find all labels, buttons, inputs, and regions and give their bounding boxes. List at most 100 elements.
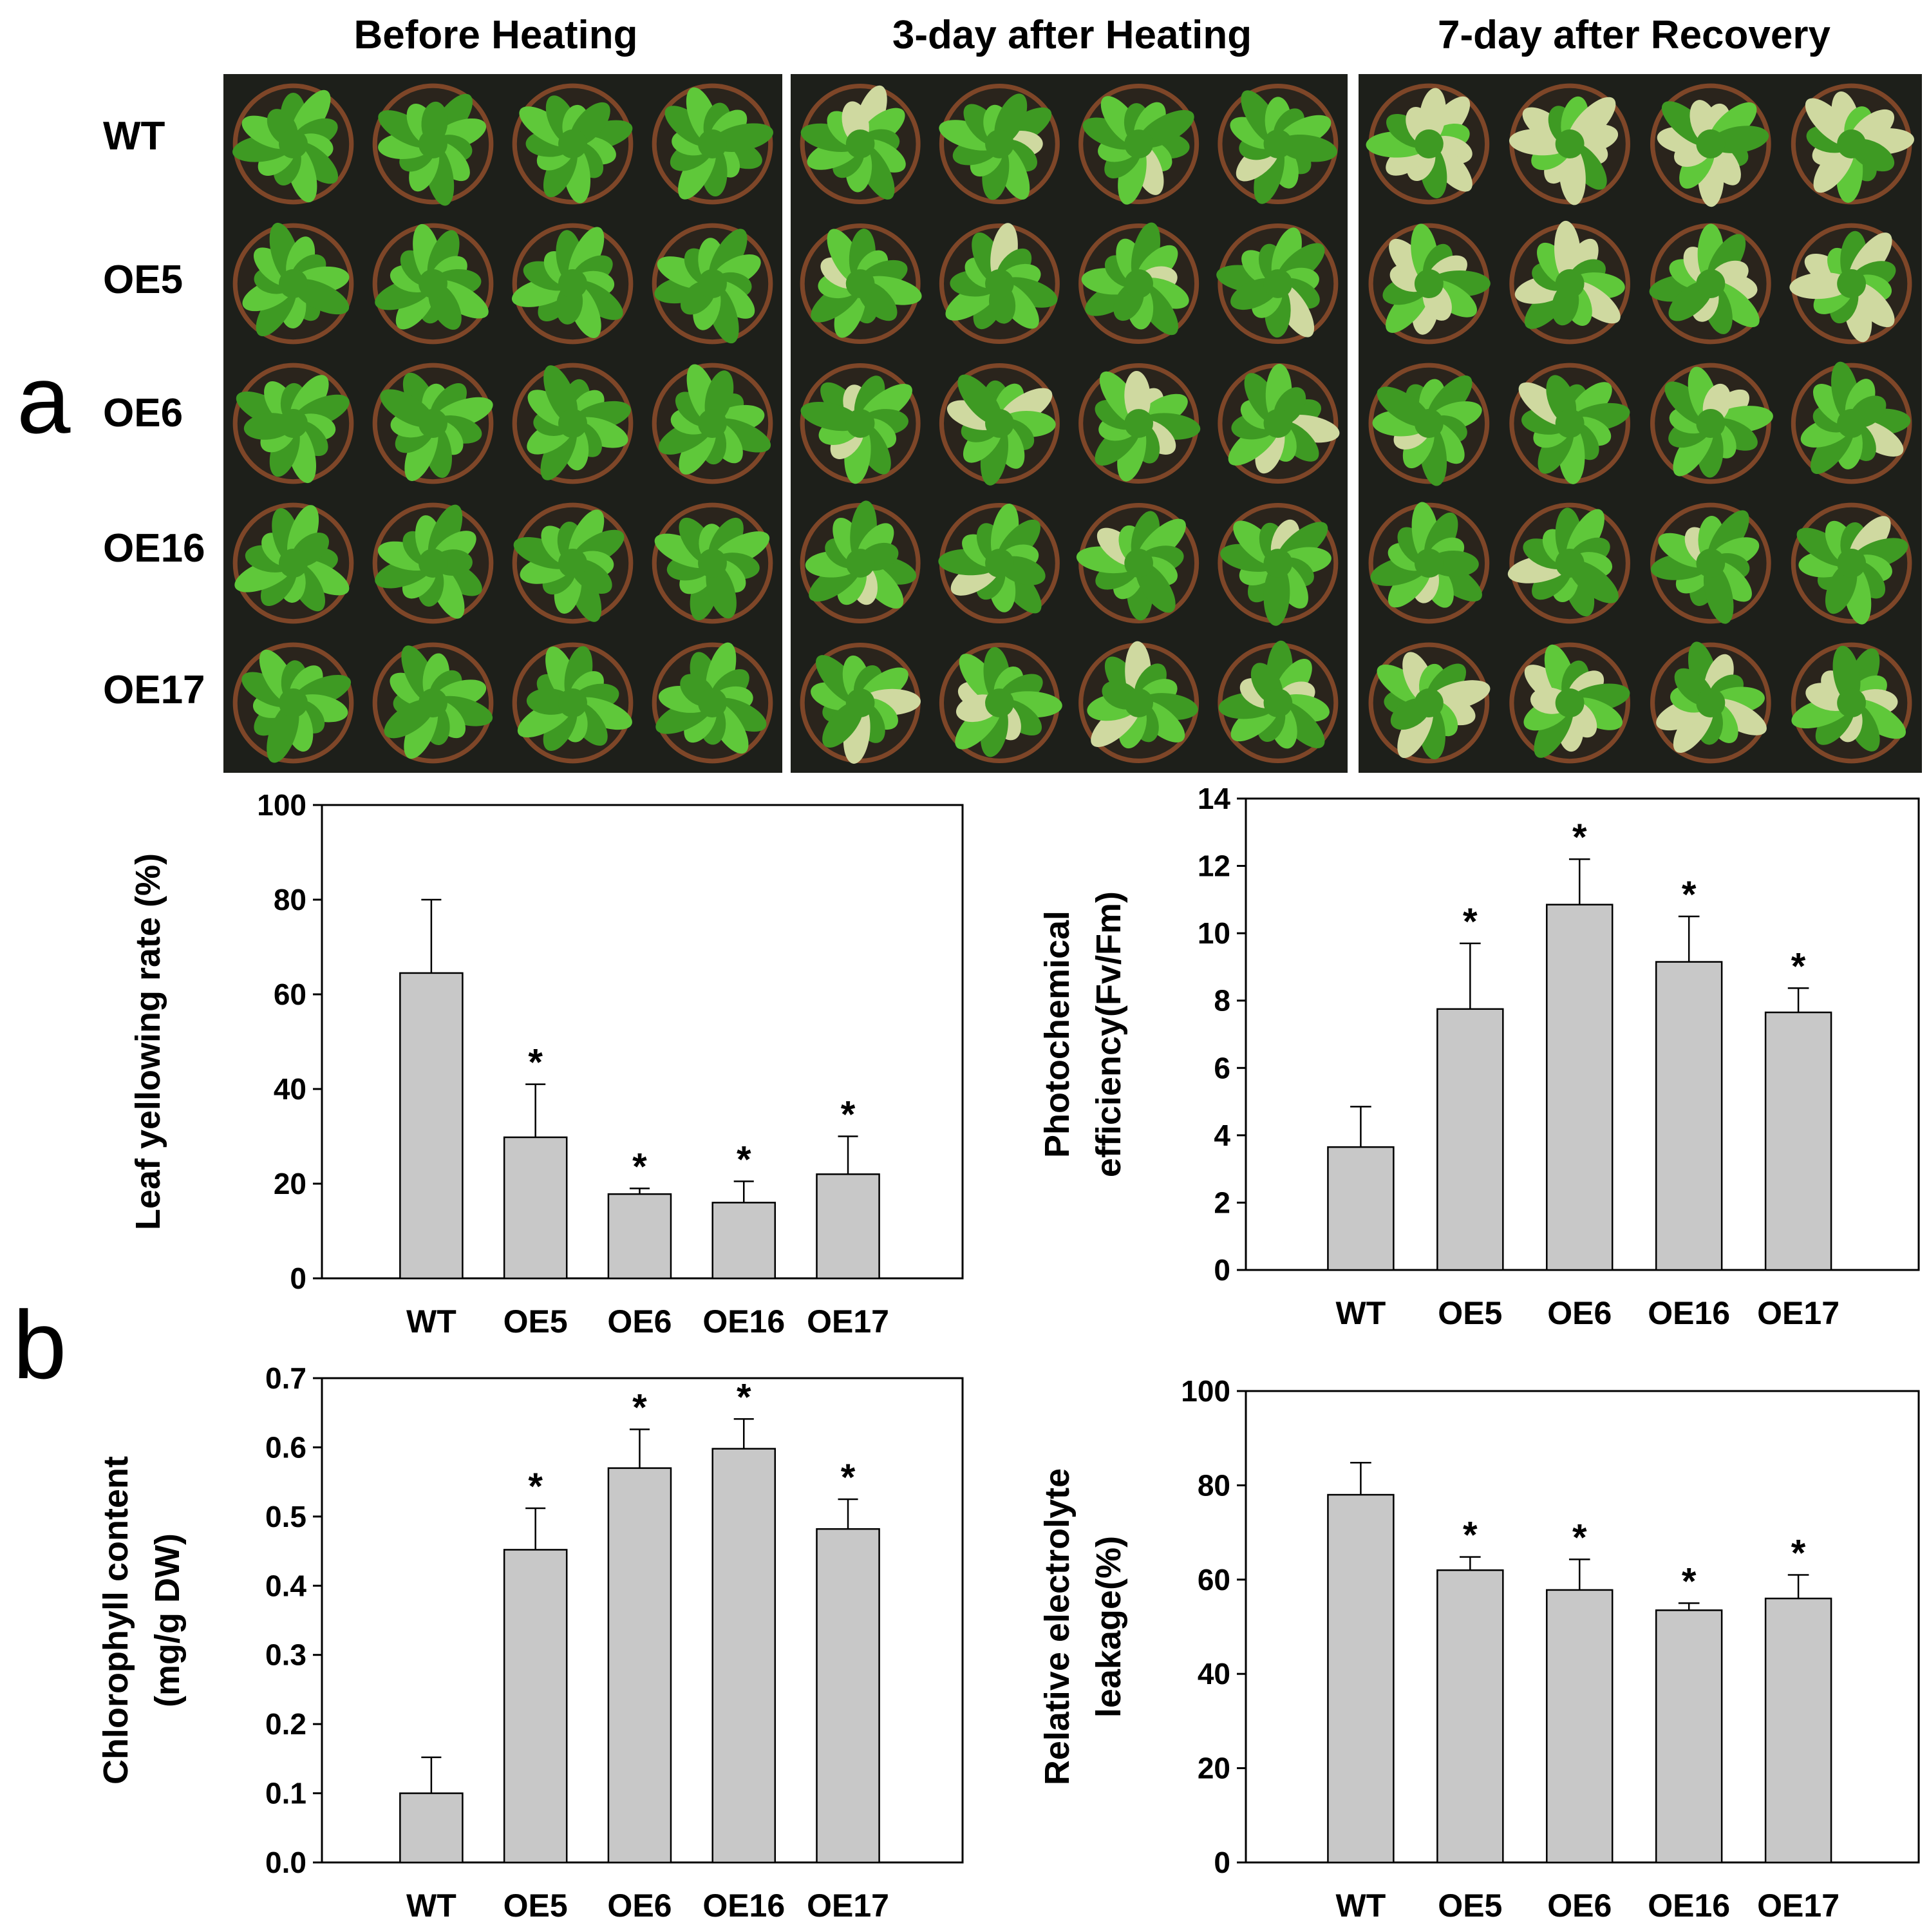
y-tick-label: 0 (290, 1262, 306, 1295)
genotype-row-label: OE16 (103, 526, 205, 571)
y-axis-label: (mg/g DW) (148, 1533, 187, 1707)
bar-OE17 (1764, 1011, 1832, 1271)
plant-photo (232, 222, 354, 345)
y-axis-label: Photochemical (1038, 911, 1077, 1158)
plant-photo (800, 83, 921, 205)
plant-photo (1218, 502, 1339, 626)
plant-photo (372, 502, 494, 624)
y-tick-label: 0.7 (265, 1361, 306, 1395)
significance-marker: * (528, 1466, 543, 1508)
bar-chart-4: 0 20 40 60 80 100 Relative electrolyte leakage(… (1038, 1374, 1920, 1924)
y-tick-label: 0.0 (265, 1846, 306, 1879)
plant-photo (372, 223, 494, 345)
significance-marker: * (1572, 817, 1587, 858)
x-tick-label: OE16 (1648, 1888, 1730, 1924)
y-tick-label: 0.1 (265, 1777, 306, 1810)
bar-OE5 (503, 1549, 568, 1864)
plant-photo (372, 642, 494, 764)
significance-marker: * (528, 1042, 543, 1084)
bar-WT (399, 1792, 464, 1864)
significance-marker: * (737, 1139, 751, 1180)
plant-photo (372, 83, 494, 206)
plant-photo (1650, 641, 1771, 764)
y-tick-label: 100 (1181, 1374, 1230, 1408)
plant-photo (1368, 642, 1491, 764)
x-tick-label: OE17 (1757, 1295, 1840, 1331)
y-tick-label: 40 (274, 1072, 306, 1106)
plant-photo (1791, 502, 1912, 625)
y-tick-label: 0.2 (265, 1707, 306, 1741)
y-tick-label: 0.4 (265, 1569, 306, 1602)
x-tick-label: OE17 (807, 1888, 889, 1924)
plant-photo (1791, 642, 1912, 764)
x-tick-label: OE5 (503, 1888, 568, 1924)
y-axis-label: efficiency(Fv/Fm) (1089, 891, 1128, 1177)
significance-marker: * (841, 1094, 856, 1136)
plant-photo (1789, 223, 1912, 345)
y-tick-label: 12 (1198, 849, 1230, 883)
y-tick-label: 60 (1198, 1563, 1230, 1596)
genotype-row-label: OE6 (103, 391, 183, 435)
x-tick-label: WT (406, 1303, 456, 1340)
y-tick-label: 0.3 (265, 1638, 306, 1672)
condition-header: 7-day after Recovery (1438, 13, 1830, 57)
plant-photo (800, 363, 921, 484)
bar-chart-2: 0 2 4 6 8 10 12 14 Photochemical efficiency(Fv/Fm… (1038, 782, 1920, 1331)
x-tick-label: OE16 (1648, 1295, 1730, 1331)
x-tick-label: OE5 (1438, 1888, 1502, 1924)
x-tick-label: OE16 (702, 1888, 785, 1924)
x-tick-label: OE5 (503, 1303, 568, 1340)
y-tick-label: 2 (1214, 1186, 1230, 1219)
bar-WT (399, 972, 464, 1280)
x-tick-label: OE17 (1757, 1888, 1840, 1924)
plant-photo (652, 363, 773, 484)
y-tick-label: 6 (1214, 1051, 1230, 1084)
x-tick-label: OE5 (1438, 1295, 1502, 1331)
plant-photo (232, 83, 354, 205)
bar-OE16 (711, 1202, 776, 1280)
y-tick-label: 8 (1214, 984, 1230, 1018)
plant-photo (512, 642, 634, 764)
condition-header: Before Heating (354, 13, 638, 57)
significance-marker: * (737, 1376, 751, 1418)
plant-photo (1078, 363, 1201, 484)
plant-photo (1509, 83, 1630, 205)
bar-OE5 (1436, 1008, 1504, 1271)
significance-marker: * (1572, 1517, 1587, 1558)
significance-marker: * (632, 1146, 647, 1188)
bar-OE17 (1764, 1597, 1832, 1864)
plant-photo (1218, 83, 1339, 205)
y-tick-label: 0 (1214, 1253, 1230, 1287)
plant-photo (1509, 220, 1630, 345)
bar-OE17 (816, 1528, 880, 1864)
y-tick-label: 80 (274, 883, 306, 916)
condition-header: 3-day after Heating (892, 13, 1252, 57)
plant-photo (800, 500, 921, 624)
bar-OE6 (1546, 904, 1614, 1271)
x-tick-label: OE6 (607, 1303, 672, 1340)
bar-chart-1: 0 20 40 60 80 100 Leaf yellowing rate (%) WT * OE… (129, 788, 964, 1340)
plant-photo (1078, 641, 1200, 764)
plant-photo (1650, 502, 1771, 624)
y-tick-label: 0.5 (265, 1500, 306, 1533)
y-axis-label: leakage(%) (1089, 1536, 1128, 1718)
bar-chart-3: 0.0 0.1 0.2 0.3 0.4 0.5 0.6 0.7 Chlorophyll cont… (97, 1361, 964, 1924)
y-tick-label: 20 (1198, 1752, 1230, 1785)
y-axis-label: Relative electrolyte (1038, 1468, 1077, 1785)
y-tick-label: 10 (1198, 916, 1230, 950)
y-tick-label: 0.6 (265, 1430, 306, 1464)
plant-photo-grid: Before Heating 3-day after Heating 7-day a… (103, 13, 1922, 773)
plant-photo (1507, 502, 1630, 624)
significance-marker: * (1682, 874, 1697, 916)
significance-marker: * (1463, 1515, 1478, 1557)
plant-photo (652, 223, 773, 345)
x-tick-label: OE6 (1547, 1888, 1612, 1924)
plant-photo (1509, 642, 1630, 764)
genotype-row-label: OE17 (103, 668, 205, 712)
y-tick-label: 60 (274, 978, 306, 1011)
significance-marker: * (1791, 945, 1806, 987)
plant-photo (511, 223, 634, 345)
plant-photo (512, 83, 634, 205)
